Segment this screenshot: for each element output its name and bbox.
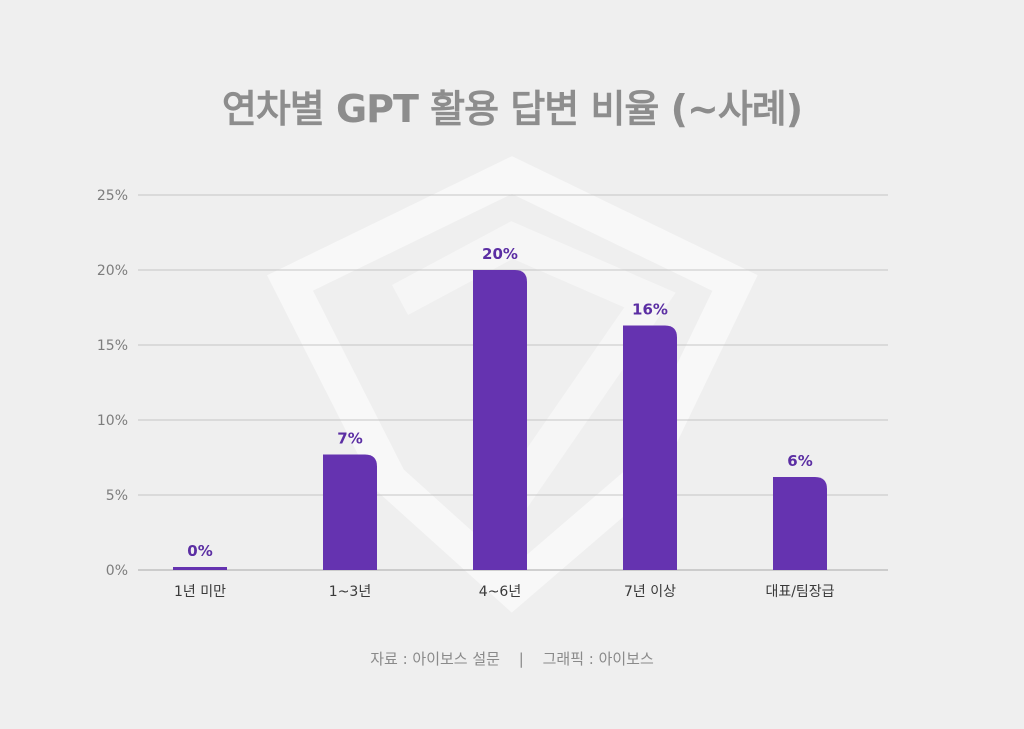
- data-labels: 0% 7% 20% 16% 6%: [187, 245, 812, 560]
- data-label: 6%: [787, 452, 812, 470]
- y-axis-ticks: 0% 5% 10% 15% 20% 25%: [97, 188, 128, 579]
- bar: [173, 567, 227, 570]
- y-tick-label: 10%: [97, 413, 128, 429]
- data-label: 0%: [187, 542, 212, 560]
- x-category-label: 1~3년: [329, 584, 371, 600]
- x-axis-categories: 1년 미만 1~3년 4~6년 7년 이상 대표/팀장급: [174, 584, 835, 600]
- y-tick-label: 0%: [106, 563, 128, 579]
- bar: [473, 270, 527, 570]
- y-tick-label: 20%: [97, 263, 128, 279]
- data-label: 16%: [632, 301, 668, 319]
- graphic-credit: 그래픽 : 아이보스: [542, 650, 654, 668]
- source-separator: |: [518, 650, 524, 668]
- y-tick-label: 25%: [97, 188, 128, 204]
- bar: [323, 454, 377, 570]
- bar: [773, 477, 827, 570]
- source-note: 자료 : 아이보스 설문 | 그래픽 : 아이보스: [0, 648, 1024, 669]
- bar: [623, 325, 677, 570]
- data-label: 7%: [337, 430, 362, 448]
- x-category-label: 1년 미만: [174, 584, 226, 600]
- y-tick-label: 15%: [97, 338, 128, 354]
- x-category-label: 7년 이상: [624, 584, 676, 600]
- data-label: 20%: [482, 245, 518, 263]
- y-tick-label: 5%: [106, 488, 128, 504]
- chart-title: 연차별 GPT 활용 답변 비율 (~사례): [221, 87, 803, 131]
- bars: [173, 270, 827, 570]
- x-category-label: 4~6년: [479, 584, 521, 600]
- source-label: 자료 : 아이보스 설문: [370, 650, 500, 668]
- x-category-label: 대표/팀장급: [765, 584, 834, 600]
